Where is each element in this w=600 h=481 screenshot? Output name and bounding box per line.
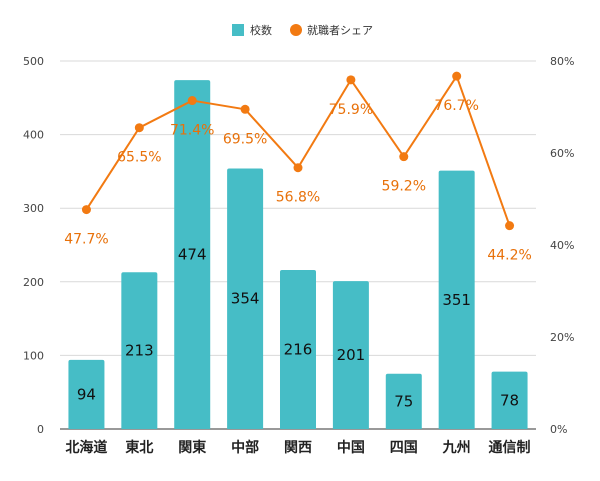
share-point	[187, 96, 197, 106]
category-label: 関東	[178, 439, 206, 456]
legend: 校数 就職者シェア	[232, 23, 373, 37]
right-tick-label: 40%	[550, 239, 574, 252]
share-value-label: 59.2%	[382, 179, 426, 195]
bar-value-label: 216	[284, 341, 313, 359]
bar-value-label: 351	[442, 291, 471, 309]
bar-value-label: 474	[178, 246, 207, 264]
right-tick-label: 20%	[550, 331, 574, 344]
legend-label-line: 就職者シェア	[307, 23, 373, 37]
bar	[121, 272, 158, 429]
share-value-label: 47.7%	[64, 232, 108, 248]
legend-swatch-line	[290, 24, 302, 36]
share-point	[240, 104, 250, 114]
category-label: 東北	[125, 439, 153, 456]
share-value-label: 69.5%	[223, 131, 267, 147]
right-tick-label: 60%	[550, 147, 574, 160]
category-label: 四国	[390, 440, 418, 456]
bar-value-label: 201	[337, 346, 366, 364]
category-label: 北海道	[65, 439, 107, 456]
share-point	[346, 75, 356, 85]
share-value-label: 44.2%	[487, 248, 531, 264]
right-tick-label: 80%	[550, 55, 574, 68]
left-tick-label: 100	[23, 349, 44, 362]
share-value-label: 65.5%	[117, 150, 161, 166]
category-label: 中国	[337, 439, 365, 456]
share-value-label: 75.9%	[329, 102, 373, 118]
line-data-labels: 47.7% 65.5% 71.4% 69.5% 56.8% 75.9% 59.2% 76.7%…	[64, 98, 532, 264]
bar	[227, 168, 264, 429]
bar	[174, 80, 211, 430]
share-point	[81, 205, 91, 215]
bar	[385, 373, 422, 429]
bar	[68, 359, 105, 429]
bar	[332, 281, 369, 429]
share-point	[399, 152, 409, 162]
bar	[280, 270, 316, 429]
category-label: 通信制	[489, 439, 531, 456]
left-tick-label: 0	[37, 423, 44, 436]
bar	[438, 170, 475, 429]
bar-value-label: 354	[231, 290, 260, 308]
left-tick-label: 200	[23, 276, 44, 289]
left-axis-ticks: 0 100 200 300 400 500	[23, 55, 44, 436]
share-point	[505, 221, 515, 231]
legend-swatch-bar	[232, 24, 244, 36]
left-tick-label: 400	[23, 129, 44, 142]
share-point	[134, 123, 144, 133]
category-label: 九州	[442, 440, 471, 456]
bar	[491, 371, 528, 429]
bar-data-labels: 94 213 474 354 216 201 75 351 78	[77, 246, 519, 411]
bar-series	[68, 80, 528, 430]
line-series	[81, 71, 515, 231]
bar-value-label: 78	[500, 391, 519, 409]
share-point	[452, 71, 462, 81]
left-tick-label: 500	[23, 55, 44, 68]
bar-value-label: 75	[394, 392, 413, 410]
share-value-label: 76.7%	[434, 98, 478, 114]
share-value-label: 71.4%	[170, 123, 214, 139]
right-tick-label: 0%	[550, 423, 567, 436]
category-label: 中部	[231, 439, 259, 456]
legend-label-bar: 校数	[250, 23, 272, 37]
bar-value-label: 94	[77, 385, 96, 403]
share-point	[293, 163, 303, 173]
bar-value-label: 213	[125, 342, 154, 360]
share-value-label: 56.8%	[276, 190, 320, 206]
left-tick-label: 300	[23, 202, 44, 215]
category-label: 関西	[284, 440, 312, 456]
category-axis-labels: 北海道 東北 関東 中部 関西 中国 四国 九州 通信制	[65, 439, 530, 456]
right-axis-ticks: 0% 20% 40% 60% 80%	[550, 55, 574, 436]
